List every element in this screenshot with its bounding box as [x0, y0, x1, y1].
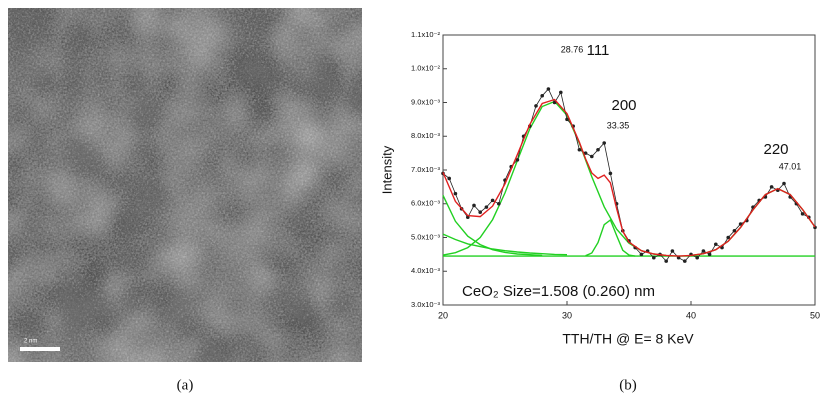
data-point — [478, 210, 483, 214]
tem-image: 2 nm — [8, 8, 362, 362]
data-point — [602, 141, 606, 145]
data-point — [596, 147, 600, 152]
data-point — [447, 176, 452, 181]
fit-curve — [442, 100, 667, 257]
y-axis-label: Intensity — [379, 145, 394, 194]
data-point — [453, 191, 458, 196]
data-point — [639, 252, 644, 257]
data-point — [577, 147, 582, 152]
data-point — [652, 255, 656, 260]
data-point — [676, 255, 681, 260]
y-tick-label: 9.0x10⁻³ — [411, 97, 440, 106]
data-point — [540, 93, 544, 98]
data-line — [442, 88, 816, 262]
x-tick-label: 50 — [810, 310, 820, 320]
data-point — [484, 205, 489, 209]
data-point — [534, 104, 538, 108]
data-point — [800, 212, 805, 216]
data-point — [559, 90, 563, 95]
y-tick-label: 4.0x10⁻³ — [411, 266, 440, 275]
y-tick-label: 1.0x10⁻² — [411, 64, 440, 73]
y-tick-label: 5.0x10⁻³ — [411, 232, 440, 241]
y-tick-label: 7.0x10⁻³ — [411, 165, 440, 174]
y-tick-label: 3.0x10⁻³ — [411, 300, 440, 309]
annotation: 28.76 — [561, 44, 584, 54]
tem-texture — [8, 8, 362, 362]
data-point — [726, 235, 730, 240]
fit-curve — [442, 233, 568, 256]
data-point — [472, 203, 476, 208]
x-tick-label: 20 — [438, 310, 448, 320]
data-point — [732, 228, 737, 233]
annotation: 220 — [763, 141, 788, 158]
caption: (b) — [619, 377, 637, 393]
data-point — [707, 252, 712, 257]
data-point — [670, 249, 675, 253]
data-point — [695, 255, 699, 260]
fit-curve — [690, 187, 816, 257]
data-point — [583, 151, 588, 155]
caption: (a) — [177, 377, 194, 393]
data-point — [769, 185, 774, 189]
annotation: 47.01 — [779, 161, 802, 171]
data-point — [490, 198, 495, 203]
plot-frame — [442, 34, 816, 306]
data-point — [565, 117, 569, 122]
x-tick-label: 40 — [686, 310, 696, 320]
annotation: 33.35 — [607, 120, 630, 130]
y-tick-label: 1.1x10⁻² — [411, 30, 440, 39]
data-point — [738, 222, 743, 226]
annotation: 200 — [611, 97, 636, 114]
annotation: CeO₂ Size=1.508 (0.260) nm — [462, 283, 655, 300]
fit-curve — [442, 98, 816, 257]
data-point — [664, 259, 668, 263]
x-axis-label: TTH/TH @ E= 8 KeV — [562, 331, 694, 347]
data-point — [701, 249, 706, 253]
y-tick-label: 6.0x10⁻³ — [411, 199, 440, 208]
data-point — [515, 158, 520, 162]
data-point — [714, 242, 718, 247]
data-point — [590, 154, 594, 159]
data-point — [608, 171, 613, 176]
fit-curve — [585, 218, 636, 257]
annotation: 111 — [587, 42, 610, 59]
data-point — [497, 201, 501, 206]
y-tick-label: 8.0x10⁻³ — [411, 131, 440, 140]
data-point — [683, 259, 687, 263]
scale-bar — [20, 347, 60, 351]
data-point — [546, 87, 551, 91]
data-point — [782, 181, 786, 186]
scale-bar-label: 2 nm — [24, 339, 37, 345]
data-point — [552, 100, 557, 105]
x-tick-label: 30 — [562, 310, 572, 320]
